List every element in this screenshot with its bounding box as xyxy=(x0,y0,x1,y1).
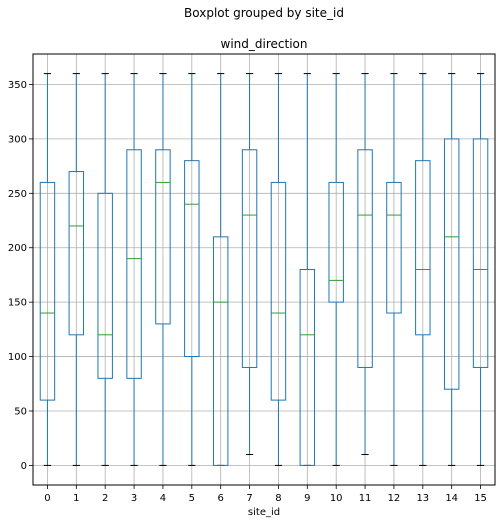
y-tick-label: 100 xyxy=(8,352,27,363)
iqr-box xyxy=(270,181,287,401)
x-tick-label: 8 xyxy=(275,493,281,504)
x-tick-label: 10 xyxy=(330,493,343,504)
iqr-box xyxy=(357,149,373,368)
box-site-11 xyxy=(357,73,373,456)
x-tick-label: 3 xyxy=(131,493,137,504)
box-site-10 xyxy=(328,73,344,466)
iqr-box xyxy=(126,149,142,379)
box-site-15 xyxy=(472,73,489,466)
x-tick-label: 5 xyxy=(189,493,195,504)
y-tick-label: 250 xyxy=(8,189,27,200)
box-site-3 xyxy=(126,73,142,466)
box-site-5 xyxy=(184,73,200,466)
boxes xyxy=(39,73,489,466)
box-site-4 xyxy=(155,73,171,466)
box-site-8 xyxy=(270,73,287,466)
chart-suptitle: Boxplot grouped by site_id xyxy=(184,6,344,20)
x-tick-label: 2 xyxy=(102,493,108,504)
y-tick-label: 0 xyxy=(21,461,27,472)
iqr-box xyxy=(39,181,56,401)
iqr-box xyxy=(212,236,229,466)
y-tick-label: 300 xyxy=(8,134,27,145)
box-site-2 xyxy=(97,73,113,466)
x-tick-label: 4 xyxy=(160,493,166,504)
box-site-13 xyxy=(415,73,431,466)
x-axis-label: site_id xyxy=(248,507,280,518)
x-tick-label: 1 xyxy=(73,493,79,504)
y-axis: 0 50 100 150 200 250 300 350 xyxy=(8,80,33,472)
box-site-7 xyxy=(241,73,258,456)
x-tick-label: 0 xyxy=(44,493,50,504)
iqr-box xyxy=(97,192,113,379)
iqr-box xyxy=(299,269,316,466)
x-tick-label: 15 xyxy=(474,493,487,504)
y-tick-label: 50 xyxy=(14,406,27,417)
box-site-0 xyxy=(39,73,56,466)
x-tick-label: 6 xyxy=(218,493,224,504)
chart-title: wind_direction xyxy=(221,37,308,51)
x-tick-label: 14 xyxy=(445,493,458,504)
box-site-12 xyxy=(386,73,402,466)
box-site-14 xyxy=(443,73,460,466)
box-site-1 xyxy=(68,73,85,466)
iqr-box xyxy=(328,181,344,303)
x-tick-label: 12 xyxy=(388,493,401,504)
x-axis: 0 1 2 3 4 5 6 7 8 9 10 11 12 13 14 15 xyxy=(44,485,487,504)
y-tick-label: 200 xyxy=(8,243,27,254)
x-tick-label: 13 xyxy=(416,493,429,504)
box-site-9 xyxy=(299,73,316,466)
x-tick-label: 9 xyxy=(304,493,310,504)
iqr-box xyxy=(472,138,489,368)
y-tick-label: 350 xyxy=(8,80,27,91)
iqr-box xyxy=(386,181,402,314)
box-site-6 xyxy=(212,73,229,466)
iqr-box xyxy=(443,138,460,390)
iqr-box xyxy=(184,160,200,358)
iqr-box xyxy=(415,160,431,336)
iqr-box xyxy=(241,149,258,368)
iqr-box xyxy=(68,171,85,336)
x-tick-label: 11 xyxy=(359,493,372,504)
plot-frame xyxy=(32,53,496,486)
x-tick-label: 7 xyxy=(246,493,252,504)
y-tick-label: 150 xyxy=(8,298,27,309)
iqr-box xyxy=(155,149,171,325)
